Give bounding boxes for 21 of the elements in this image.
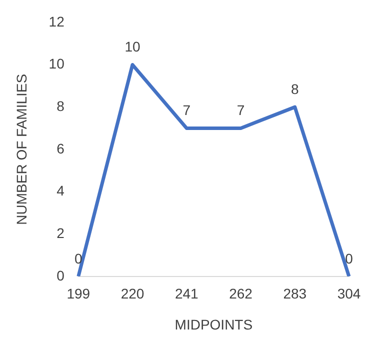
y-tick-label: 12 <box>48 13 65 30</box>
data-label: 7 <box>236 102 245 118</box>
x-tick-label: 220 <box>120 286 144 302</box>
x-tick-label: 262 <box>229 286 253 302</box>
data-label: 0 <box>74 250 82 266</box>
x-axis-title: MIDPOINTS <box>174 316 253 332</box>
y-tick-label: 0 <box>56 267 65 284</box>
x-tick-label: 283 <box>283 286 307 302</box>
data-label: 7 <box>182 102 191 118</box>
y-tick-label: 10 <box>48 56 65 72</box>
data-label: 10 <box>124 38 140 55</box>
y-tick-label: 2 <box>56 224 65 241</box>
x-tick-label: 199 <box>66 286 90 302</box>
data-label: 0 <box>345 250 354 266</box>
data-label: 8 <box>290 80 299 97</box>
x-tick-label: 304 <box>337 286 361 302</box>
y-axis-title: NUMBER OF FAMILIES <box>13 74 30 225</box>
y-tick-label: 6 <box>56 140 65 156</box>
y-tick-label: 4 <box>56 182 65 199</box>
x-tick-label: 241 <box>174 286 199 302</box>
y-tick-label: 8 <box>56 98 65 114</box>
